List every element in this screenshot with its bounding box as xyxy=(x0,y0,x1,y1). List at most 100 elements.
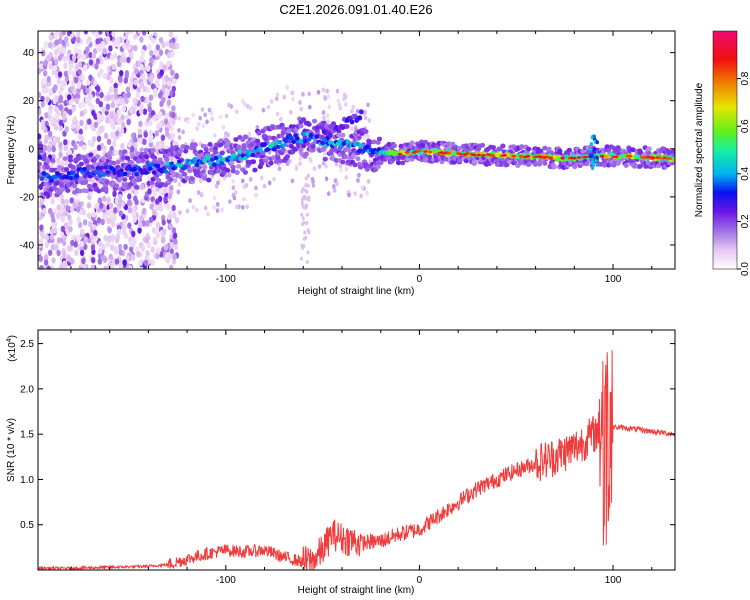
heatmap-cell xyxy=(93,229,98,237)
heatmap-cell xyxy=(340,159,346,165)
heatmap-cell xyxy=(60,216,65,223)
heatmap-cell xyxy=(202,176,208,181)
heatmap-cell xyxy=(148,94,154,101)
heatmap-cell xyxy=(142,31,147,36)
heatmap-cell xyxy=(391,143,397,149)
heatmap-cell xyxy=(252,167,258,173)
heatmap-cell xyxy=(88,221,93,228)
heatmap-cell xyxy=(158,37,164,44)
heatmap-cell xyxy=(458,152,463,156)
heatmap-cell xyxy=(267,180,272,186)
heatmap-cell xyxy=(41,50,46,57)
heatmap-cell xyxy=(98,101,104,108)
heatmap-cell xyxy=(41,77,47,85)
heatmap-cell xyxy=(47,145,52,153)
heatmap-cell xyxy=(169,264,174,269)
heatmap-cell xyxy=(138,221,143,228)
heatmap-cell xyxy=(271,147,277,152)
heatmap-cell xyxy=(358,143,364,148)
heatmap-cell xyxy=(264,155,270,161)
heatmap-cell xyxy=(214,183,219,189)
heatmap-cell xyxy=(166,80,171,87)
heatmap-cell xyxy=(158,160,164,166)
heatmap-cell xyxy=(102,72,108,80)
heatmap-cell xyxy=(321,146,327,152)
heatmap-cell xyxy=(83,124,88,131)
heatmap-cell xyxy=(46,75,51,83)
heatmap-cell xyxy=(90,234,95,241)
heatmap-cell xyxy=(52,65,58,72)
heatmap-cell xyxy=(643,163,650,169)
heatmap-cell xyxy=(87,118,92,125)
heatmap-cell xyxy=(145,220,150,227)
heatmap-cell xyxy=(199,192,204,197)
heatmap-cell xyxy=(53,59,59,66)
heatmap-cell xyxy=(44,134,49,141)
colorbar-ticks: 0.0 0.2 0.4 0.6 0.8 xyxy=(737,71,750,276)
heatmap-cell xyxy=(203,147,209,152)
heatmap-cell xyxy=(174,217,180,224)
snr-x-tick-label: -100 xyxy=(216,575,236,586)
heatmap-cell xyxy=(149,50,154,57)
spectrogram-x-tick-label: 0 xyxy=(417,274,423,285)
heatmap-cell xyxy=(290,178,295,184)
heatmap-cell xyxy=(93,235,99,242)
heatmap-cell xyxy=(200,107,205,112)
heatmap-cell xyxy=(322,156,328,162)
heatmap-cell xyxy=(145,97,150,105)
heatmap-cell xyxy=(363,129,369,135)
heatmap-cell xyxy=(119,98,124,105)
heatmap-cell xyxy=(152,155,158,161)
heatmap-cell xyxy=(132,166,138,172)
heatmap-cell xyxy=(98,240,103,247)
heatmap-cell xyxy=(353,191,357,197)
heatmap-cell xyxy=(96,112,102,119)
heatmap-cell xyxy=(66,245,71,252)
heatmap-cell xyxy=(207,107,212,113)
heatmap-cell xyxy=(316,89,321,95)
heatmap-cell xyxy=(241,98,245,104)
heatmap-cell xyxy=(124,155,131,161)
heatmap-cell xyxy=(74,97,80,105)
heatmap-cell xyxy=(127,141,132,148)
heatmap-cell xyxy=(275,111,280,117)
heatmap-cell xyxy=(82,219,88,226)
heatmap-cell xyxy=(215,159,221,164)
heatmap-cell xyxy=(357,148,362,154)
heatmap-cell xyxy=(305,259,309,264)
heatmap-cell xyxy=(189,176,196,182)
heatmap-cell xyxy=(55,136,61,143)
heatmap-cell xyxy=(572,156,577,160)
heatmap-cell xyxy=(665,149,671,154)
heatmap-cell xyxy=(151,37,156,44)
heatmap-cell xyxy=(307,91,312,97)
heatmap-cell xyxy=(63,222,69,229)
heatmap-cell xyxy=(131,230,136,238)
heatmap-cell xyxy=(277,166,282,172)
heatmap-cell xyxy=(134,185,140,190)
heatmap-cell xyxy=(44,241,49,249)
heatmap-cell xyxy=(138,259,143,266)
heatmap-cell xyxy=(56,237,62,244)
heatmap-cell xyxy=(168,223,173,230)
heatmap-cell xyxy=(360,185,365,191)
heatmap-cell xyxy=(207,142,213,147)
spectrogram-y-axis-label: Frequency (Hz) xyxy=(6,116,17,185)
heatmap-cell xyxy=(95,38,100,45)
heatmap-cell xyxy=(304,182,308,187)
heatmap-cell xyxy=(236,144,242,150)
heatmap-cell xyxy=(38,133,42,140)
heatmap-cell xyxy=(54,244,59,252)
heatmap-cell xyxy=(114,258,120,265)
heatmap-cell xyxy=(224,113,229,119)
heatmap-cell xyxy=(147,105,152,113)
heatmap-cell xyxy=(303,230,307,235)
heatmap-cell xyxy=(63,62,68,69)
heatmap-cell xyxy=(155,247,161,254)
heatmap-cell xyxy=(600,154,605,158)
heatmap-cell xyxy=(172,78,177,85)
heatmap-cell xyxy=(209,157,215,162)
heatmap-cell xyxy=(113,52,118,59)
heatmap-cell xyxy=(254,185,258,191)
heatmap-cell xyxy=(476,153,482,157)
